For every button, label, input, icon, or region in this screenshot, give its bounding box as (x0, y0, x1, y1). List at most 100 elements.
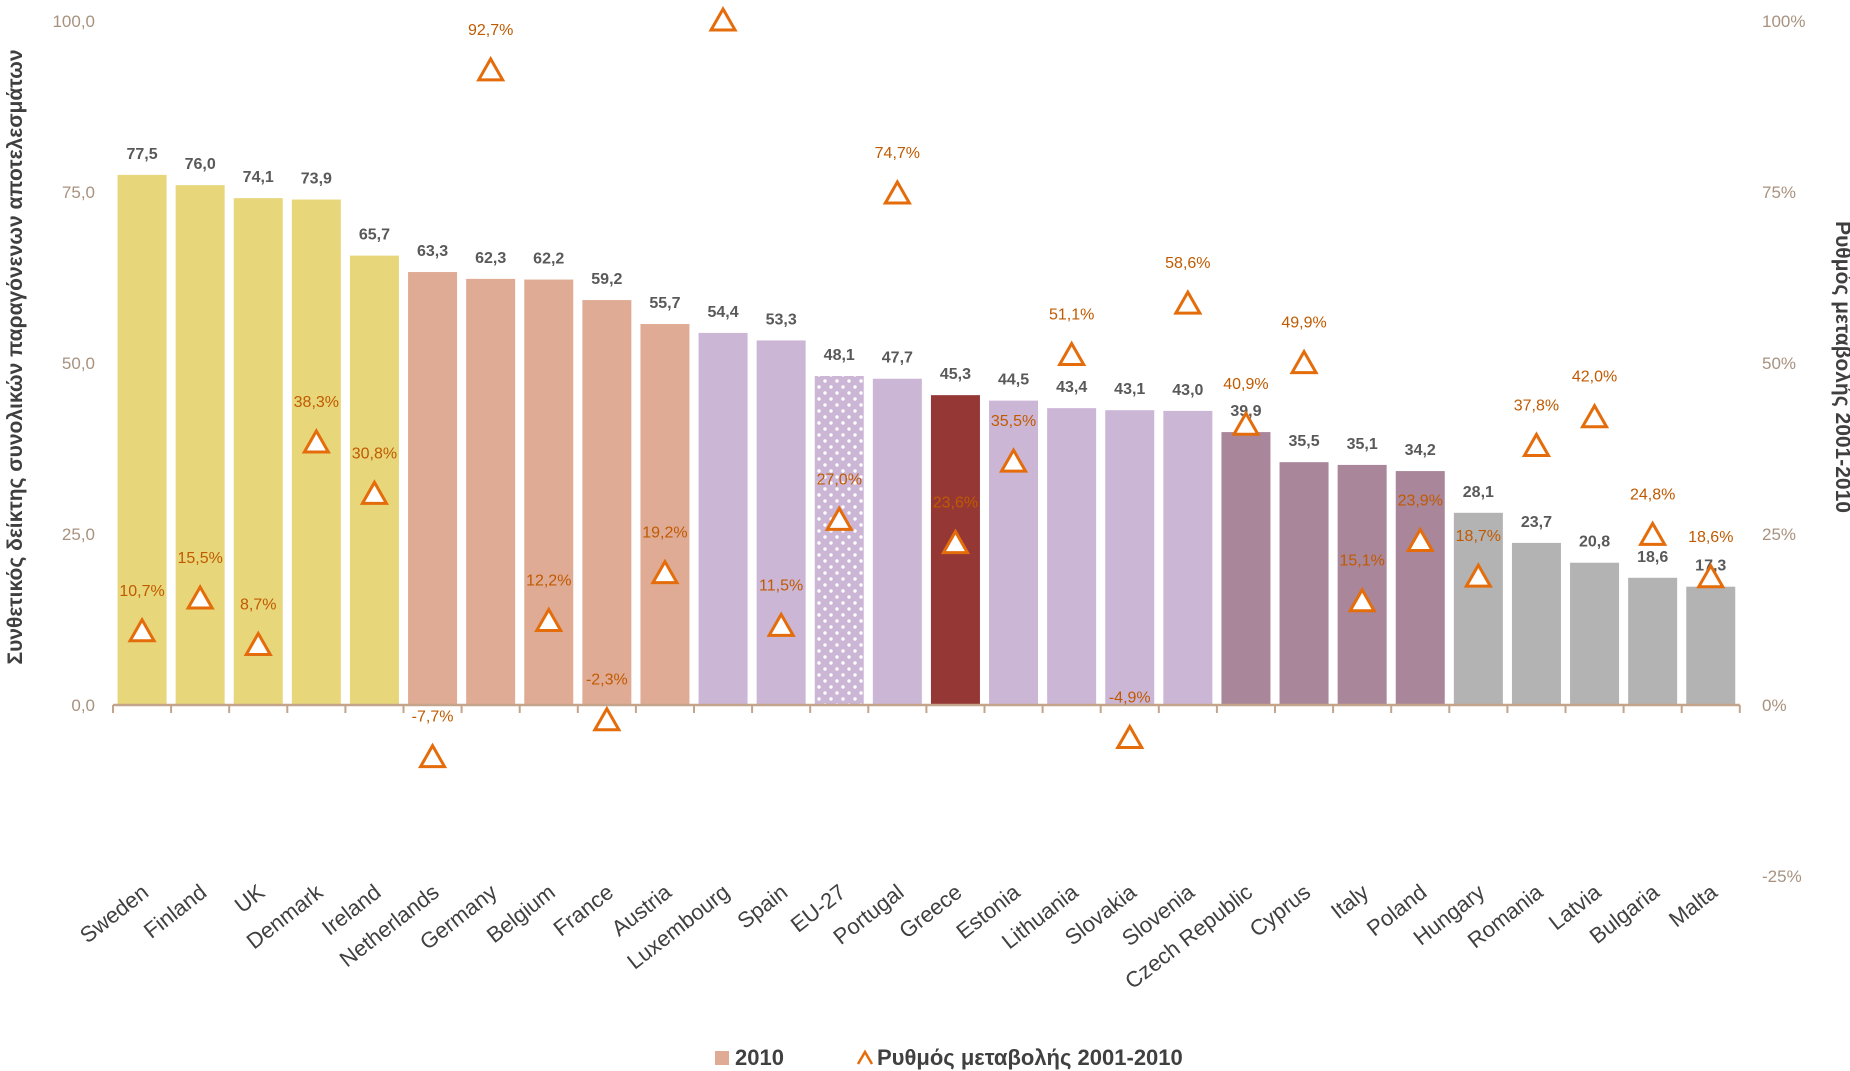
change-label: 92,7% (468, 22, 513, 39)
legend-bar-swatch (715, 1051, 729, 1065)
right-tick-label: 75% (1762, 183, 1796, 202)
change-label: 15,5% (177, 550, 222, 567)
bar-value-label: 45,3 (940, 366, 971, 383)
bar-value-label: 43,4 (1056, 379, 1087, 396)
change-label: 49,9% (1281, 315, 1326, 332)
bar (989, 400, 1039, 705)
bar-value-label: 59,2 (591, 271, 622, 288)
right-tick-label: 50% (1762, 354, 1796, 373)
change-marker (824, 505, 854, 531)
bar-value-label: 35,1 (1347, 436, 1378, 453)
bar (1221, 432, 1271, 705)
change-marker (243, 630, 273, 656)
right-y-axis: -25% 0% 25% 50% 75% 100% (1762, 12, 1805, 886)
change-label: 10,7% (119, 583, 164, 600)
change-label: 38,3% (294, 394, 339, 411)
bar-value-label: 65,7 (359, 227, 390, 244)
left-tick-label: 0,0 (71, 696, 95, 715)
left-tick-label: 75,0 (62, 183, 95, 202)
change-label: 51,1% (1049, 306, 1094, 323)
change-marker (940, 528, 971, 555)
change-marker (708, 5, 738, 32)
bar-value-label: 44,5 (998, 372, 1029, 389)
bar (756, 340, 806, 705)
change-label: -2,3% (586, 672, 628, 689)
left-tick-label: 25,0 (62, 525, 95, 544)
bar-value-label: 54,4 (707, 304, 738, 321)
bar (524, 279, 574, 705)
change-marker (998, 447, 1029, 473)
change-label: 18,7% (1456, 528, 1501, 545)
change-marker (1289, 348, 1319, 375)
change-marker (1696, 562, 1726, 589)
change-label: 11,5% (759, 577, 803, 594)
change-marker (1057, 340, 1087, 366)
bar (814, 375, 864, 705)
bar-value-label: 63,3 (417, 243, 448, 260)
bar (1337, 464, 1387, 705)
change-label: -4,9% (1109, 690, 1151, 707)
right-tick-label: 100% (1762, 12, 1805, 31)
bar (640, 324, 690, 705)
category-label: Sweden (75, 879, 153, 948)
left-axis-title: Συνθετικός δείκτης συνολικών παραγόνενων… (4, 49, 27, 664)
bar (1453, 512, 1503, 705)
bar (117, 174, 167, 705)
bar-value-label: 23,7 (1521, 514, 1552, 531)
bar-value-label: 43,0 (1172, 382, 1203, 399)
category-label: Malta (1664, 879, 1722, 932)
marker-series: 10,7% 15,5% 8,7% 38,3% 30,8% -7,7% 92,7% 12,2% -… (119, 5, 1733, 769)
change-marker (1405, 526, 1435, 553)
change-marker (127, 616, 157, 643)
bar (1570, 562, 1620, 705)
right-tick-label: -25% (1762, 867, 1802, 886)
right-axis-title: Ρυθμός μεταβολής 2001-2010 (1831, 221, 1850, 513)
change-marker (592, 705, 622, 732)
bar-series (117, 174, 1736, 706)
legend-bar-label: 2010 (735, 1045, 784, 1070)
bar-value-label: 62,3 (475, 250, 506, 267)
category-label: Finland (139, 879, 211, 943)
bar (1511, 542, 1561, 705)
change-label: 23,9% (1398, 493, 1443, 510)
change-label: 15,1% (1339, 553, 1384, 570)
bar-value-label: 28,1 (1463, 484, 1494, 501)
bar-value-label: 55,7 (649, 295, 680, 312)
bar-value-label: 77,5 (126, 146, 157, 163)
bar (1047, 408, 1097, 705)
bar-value-label: 47,7 (882, 350, 913, 367)
change-label: 30,8% (352, 445, 397, 462)
legend: 2010 Ρυθμός μεταβολής 2001-2010 (715, 1045, 1183, 1070)
left-tick-label: 100,0 (52, 12, 95, 31)
bar (233, 198, 283, 705)
change-marker (1231, 410, 1261, 436)
change-label: 23,6% (933, 495, 978, 512)
right-tick-label: 25% (1762, 525, 1796, 544)
bar (175, 185, 225, 705)
legend-marker-swatch (856, 1049, 874, 1065)
category-label: UK (230, 879, 270, 918)
bar (1395, 471, 1445, 705)
change-label: 12,2% (526, 573, 571, 590)
bar (1686, 586, 1736, 705)
change-marker (650, 558, 680, 585)
change-label: 35,5% (991, 413, 1036, 430)
bar (408, 272, 458, 705)
change-marker (766, 611, 796, 637)
legend-marker-label: Ρυθμός μεταβολής 2001-2010 (877, 1045, 1183, 1070)
bar-value-labels: 77,5 76,0 74,1 73,9 65,7 63,3 62,3 62,2 59,2 55,7… (126, 146, 1726, 575)
change-marker (1579, 402, 1610, 429)
bar-value-label: 43,1 (1114, 381, 1145, 398)
bar (1163, 410, 1213, 705)
bar (466, 278, 516, 705)
bar (582, 300, 632, 705)
change-marker (1463, 562, 1493, 588)
change-marker (1521, 431, 1552, 457)
change-marker (417, 742, 448, 769)
change-label: 18,6% (1688, 529, 1733, 546)
bar (872, 378, 922, 705)
left-y-axis: 0,0 25,0 50,0 75,0 100,0 (52, 12, 95, 715)
bar-value-label: 34,2 (1405, 442, 1436, 459)
